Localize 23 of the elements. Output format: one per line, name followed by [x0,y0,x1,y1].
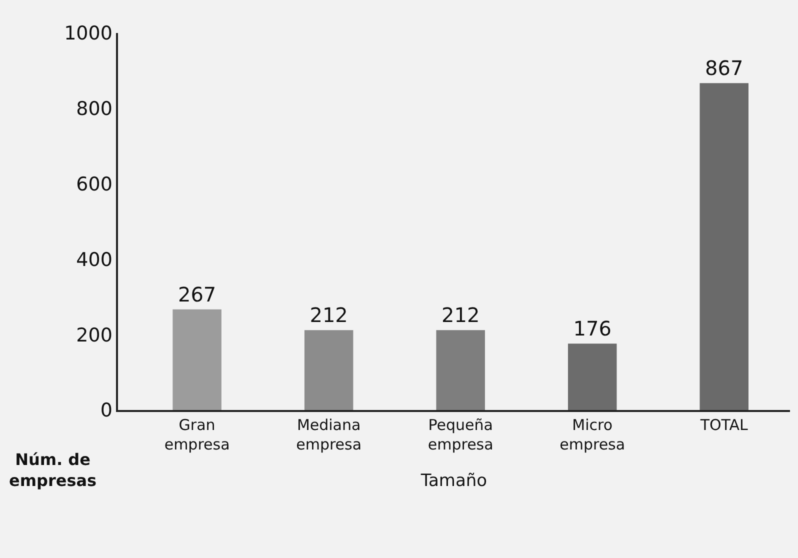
x-tick-label: Pequeña empresa [428,416,494,454]
data-label: 867 [705,56,744,80]
y-tick-label: 600 [76,173,112,196]
bar [172,309,222,410]
data-label: 212 [441,303,480,328]
x-axis-title: Tamaño [420,471,488,492]
data-label: 176 [573,316,612,341]
x-tick-label: TOTAL [699,416,749,434]
x-tick-label: Micro empresa [560,416,626,454]
bar [700,83,748,410]
bar [304,330,354,410]
x-tick-label: Mediana empresa [296,416,362,454]
x-tick-label: Gran empresa [164,416,230,454]
data-label: 212 [310,303,348,328]
y-tick-label: 200 [76,324,112,346]
y-axis-title: Núm. de empresas [9,450,97,490]
bar [568,344,617,410]
y-tick-label: 400 [76,248,112,271]
data-label: 267 [178,282,216,306]
y-tick-label: 800 [76,98,112,120]
bar [436,330,485,410]
y-tick-label: 0 [100,400,112,422]
y-tick-label: 1000 [64,22,112,45]
